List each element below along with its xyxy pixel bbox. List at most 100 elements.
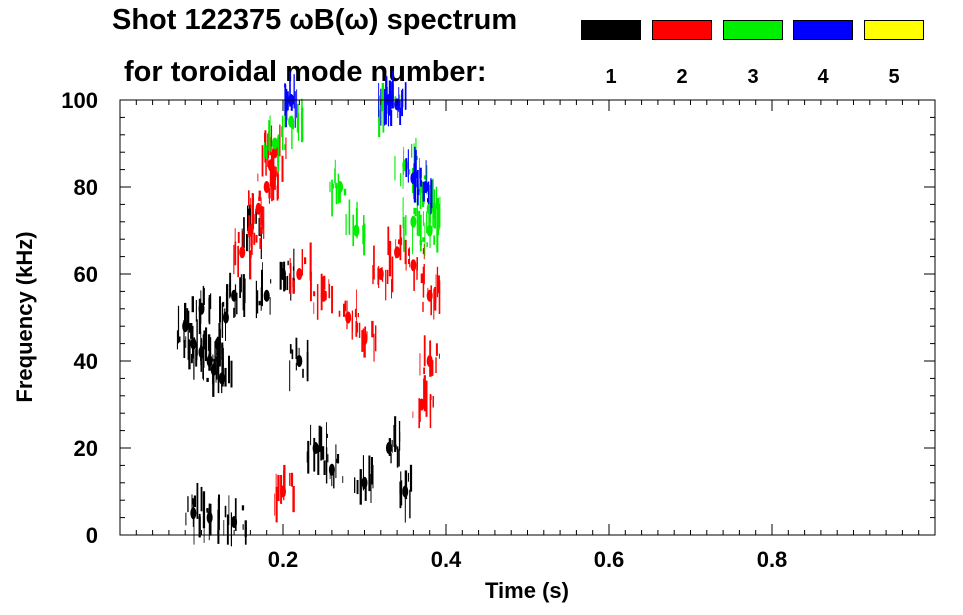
y-tick-label: 60 — [74, 262, 98, 287]
spectrum-mark-n=1 — [187, 496, 189, 513]
legend-label-n1: 1 — [605, 66, 617, 88]
spectrum-mark-n=4 — [392, 70, 394, 109]
spectrum-mark-n=3 — [422, 237, 425, 242]
spectrum-mark-n=3 — [426, 165, 428, 195]
spectrum-mark-n=3 — [420, 214, 422, 252]
spectrum-core-n=1 — [402, 485, 409, 498]
spectrum-mark-n=1 — [286, 275, 289, 290]
spectrum-core-n=2 — [345, 311, 352, 324]
spectrum-core-n=2 — [296, 268, 303, 280]
spectrum-mark-n=4 — [387, 98, 390, 127]
spectrum-mark-n=3 — [378, 109, 381, 138]
spectrum-mark-n=4 — [405, 158, 408, 177]
spectrum-mark-n=4 — [425, 160, 427, 186]
spectrum-mark-n=2 — [373, 333, 375, 362]
spectrum-mark-n=4 — [385, 105, 387, 120]
spectrum-mark-n=1 — [320, 426, 323, 461]
spectrum-mark-n=1 — [407, 472, 409, 482]
spectrum-mark-n=1 — [260, 287, 262, 311]
spectrum-mark-n=4 — [404, 82, 407, 110]
spectrum-mark-n=3 — [418, 158, 420, 190]
spectrum-mark-n=4 — [407, 149, 409, 183]
spectrum-mark-n=1 — [295, 337, 298, 360]
spectrum-mark-n=2 — [372, 265, 374, 285]
spectrum-mark-n=1 — [258, 300, 261, 306]
spectrum-mark-n=1 — [200, 486, 203, 512]
spectrum-mark-n=2 — [309, 242, 312, 276]
spectrum-mark-n=2 — [423, 335, 426, 367]
spectrum-core-n=2 — [426, 355, 433, 367]
spectrum-mark-n=2 — [253, 214, 255, 225]
y-tick-label: 20 — [74, 436, 98, 461]
spectrum-mark-n=1 — [216, 346, 217, 356]
spectrum-mark-n=2 — [408, 259, 410, 264]
spectrum-mark-n=1 — [327, 454, 329, 463]
spectrum-mark-n=1 — [187, 325, 189, 360]
spectrum-mark-n=1 — [202, 339, 205, 354]
spectrum-mark-n=1 — [230, 360, 233, 388]
spectrum-mark-n=1 — [242, 524, 244, 530]
spectrum-mark-n=3 — [433, 189, 436, 207]
spectrum-mark-n=3 — [331, 179, 333, 217]
spectrum-mark-n=4 — [289, 71, 291, 107]
spectrum-mark-n=3 — [378, 107, 380, 137]
spectrum-mark-n=2 — [262, 148, 264, 160]
spectrum-core-n=3 — [353, 224, 360, 237]
spectrum-mark-n=1 — [218, 494, 220, 520]
spectrum-mark-n=2 — [423, 367, 425, 375]
spectrum-mark-n=2 — [409, 247, 410, 268]
spectrum-mark-n=4 — [390, 110, 393, 126]
spectrum-core-n=1 — [231, 289, 238, 302]
spectrum-mark-n=2 — [269, 160, 273, 187]
spectrum-mark-n=1 — [183, 340, 186, 358]
spectrum-mark-n=1 — [202, 491, 206, 529]
spectrum-mark-n=4 — [430, 179, 433, 209]
spectrum-mark-n=1 — [236, 292, 238, 315]
spectrum-mark-n=3 — [297, 112, 300, 141]
spectrum-mark-n=1 — [409, 489, 411, 519]
legend-swatch-n5 — [864, 20, 924, 40]
spectrum-mark-n=1 — [372, 464, 374, 489]
spectrum-mark-n=2 — [373, 245, 375, 280]
spectrum-mark-n=1 — [193, 348, 195, 380]
spectrum-mark-n=3 — [291, 115, 293, 149]
spectrum-mark-n=3 — [433, 235, 435, 245]
spectrum-mark-n=1 — [176, 330, 178, 350]
spectrum-mark-n=3 — [416, 198, 418, 236]
spectrum-mark-n=3 — [270, 146, 272, 153]
spectrum-mark-n=2 — [258, 190, 261, 201]
spectrum-mark-n=3 — [414, 208, 417, 217]
spectrum-mark-n=2 — [264, 133, 265, 144]
spectrum-mark-n=4 — [417, 170, 419, 206]
spectrum-core-n=1 — [280, 268, 286, 280]
spectrum-core-n=2 — [394, 246, 401, 259]
spectrum-mark-n=2 — [388, 240, 392, 277]
spectrum-mark-n=2 — [263, 206, 265, 239]
spectrum-mark-n=1 — [178, 336, 181, 343]
spectrum-mark-n=2 — [436, 266, 439, 298]
spectrum-core-n=2 — [247, 224, 254, 237]
legend-swatch-n3 — [723, 20, 783, 40]
spectrum-mark-n=1 — [221, 344, 223, 354]
spectrum-mark-n=2 — [237, 232, 240, 243]
spectrum-mark-n=2 — [250, 238, 252, 247]
spectrum-mark-n=4 — [419, 167, 422, 179]
spectrum-mark-n=2 — [283, 470, 285, 501]
spectrum-mark-n=2 — [276, 166, 277, 177]
spectrum-core-n=1 — [263, 289, 270, 302]
spectrum-mark-n=4 — [380, 88, 382, 126]
spectrum-mark-n=1 — [390, 453, 392, 464]
spectrum-mark-n=2 — [234, 228, 236, 253]
spectrum-mark-n=2 — [279, 124, 281, 157]
spectrum-mark-n=1 — [224, 367, 227, 387]
spectrum-mark-n=2 — [438, 280, 441, 314]
spectrum-mark-n=1 — [399, 481, 401, 494]
spectrum-mark-n=2 — [292, 280, 295, 294]
spectrum-mark-n=2 — [274, 166, 276, 190]
spectrum-mark-n=1 — [335, 444, 337, 479]
spectrum-mark-n=1 — [302, 368, 304, 378]
spectrum-mark-n=1 — [255, 208, 257, 224]
spectrum-mark-n=1 — [248, 224, 250, 253]
spectrum-mark-n=2 — [387, 226, 390, 256]
spectrum-mark-n=3 — [426, 211, 428, 233]
